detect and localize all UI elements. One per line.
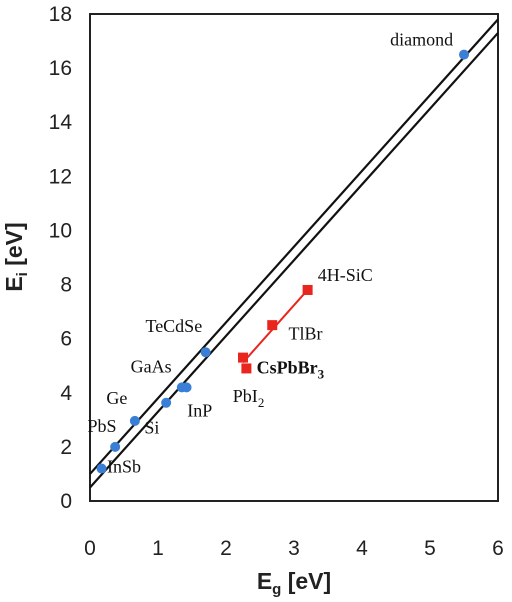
y-tick-label: 6 xyxy=(60,328,72,351)
label-cspbbr3: CsPbBr3 xyxy=(257,357,325,381)
label-text: diamond xyxy=(390,30,453,50)
x-tick-label: 4 xyxy=(356,537,368,560)
x-axis-title: Eg [eV] xyxy=(257,568,331,598)
point-pbs xyxy=(110,441,121,452)
label-pbi2: PbI2 xyxy=(233,386,265,410)
point-ge xyxy=(129,415,140,426)
y-tick-label: 16 xyxy=(49,57,72,80)
label-subscript: 2 xyxy=(258,395,265,410)
y-tick-label: 10 xyxy=(49,219,72,242)
label-pbs: PbS xyxy=(87,416,116,436)
x-tick-label: 6 xyxy=(492,537,504,560)
label-4h-sic: 4H-SiC xyxy=(318,265,373,285)
y-tick-label: 0 xyxy=(60,490,72,513)
y-axis-title-sub: i xyxy=(14,272,31,276)
plot-area-frame xyxy=(89,13,499,502)
y-tick-label: 18 xyxy=(49,3,72,26)
point-si xyxy=(161,397,172,408)
y-tick-label: 12 xyxy=(49,165,72,188)
x-axis-title-sub: g xyxy=(272,581,281,598)
label-diamond: diamond xyxy=(390,30,453,50)
label-ge: Ge xyxy=(106,388,127,408)
data-points xyxy=(96,49,469,474)
label-text: PbI xyxy=(233,386,258,406)
label-inp: InP xyxy=(187,401,212,421)
label-text: 4H-SiC xyxy=(318,265,373,285)
label-tlbr: TlBr xyxy=(289,324,323,344)
reference-line-1 xyxy=(89,18,499,475)
point-pbi2 xyxy=(241,363,252,374)
label-tecdse: TeCdSe xyxy=(145,316,202,336)
point-insb xyxy=(96,463,107,474)
point-cspbbr3 xyxy=(238,352,248,363)
point-4h-sic xyxy=(302,284,313,295)
x-tick-labels: 0 1 2 3 4 5 6 xyxy=(84,537,504,560)
y-tick-labels: 0 2 4 6 8 10 12 14 16 18 xyxy=(49,3,73,513)
y-tick-label: 14 xyxy=(49,111,73,134)
x-axis-title-unit: [eV] xyxy=(281,568,331,594)
y-axis-title-main: E xyxy=(1,276,27,291)
label-text: TlBr xyxy=(289,324,323,344)
y-axis-title: Ei [eV] xyxy=(1,222,31,291)
y-tick-label: 8 xyxy=(60,274,72,297)
y-tick-label: 2 xyxy=(60,436,72,459)
x-tick-label: 3 xyxy=(288,537,300,560)
label-gaas: GaAs xyxy=(131,356,172,376)
point-inp xyxy=(181,382,192,393)
label-text: InP xyxy=(187,401,212,421)
label-text: CsPbBr xyxy=(257,357,318,377)
x-tick-label: 1 xyxy=(152,537,164,560)
point-labels: InSb PbS Ge Si GaAs InP TeCdSe diamond CsPbBr3 Pb… xyxy=(87,30,453,477)
label-text: PbS xyxy=(87,416,116,436)
label-text: Si xyxy=(144,417,159,437)
y-tick-label: 4 xyxy=(60,382,72,405)
x-tick-label: 0 xyxy=(84,537,96,560)
label-si: Si xyxy=(144,417,159,437)
label-subscript: 3 xyxy=(318,366,325,381)
label-text: Ge xyxy=(106,388,127,408)
x-tick-label: 2 xyxy=(220,537,232,560)
point-diamond xyxy=(459,49,469,60)
point-tlbr xyxy=(267,320,278,331)
label-text: InSb xyxy=(107,457,141,477)
label-insb: InSb xyxy=(107,457,141,477)
reference-lines xyxy=(89,18,499,489)
y-axis-title-unit: [eV] xyxy=(1,222,27,272)
label-text: GaAs xyxy=(131,356,172,376)
x-tick-label: 5 xyxy=(424,537,436,560)
point-tecdse xyxy=(200,347,211,358)
label-text: TeCdSe xyxy=(145,316,202,336)
x-axis-title-main: E xyxy=(257,568,272,594)
reference-line-2 xyxy=(89,32,499,489)
